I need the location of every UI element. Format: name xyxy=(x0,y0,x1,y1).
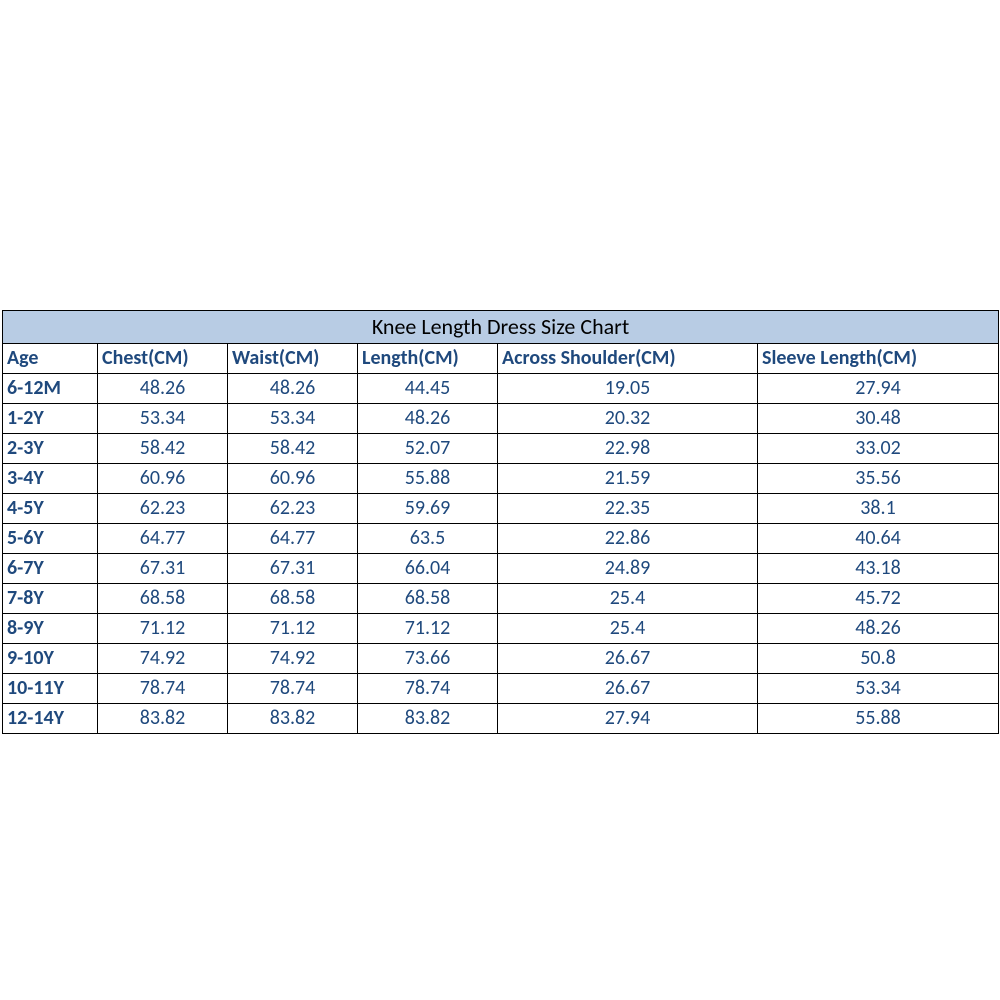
cell-value: 30.48 xyxy=(758,403,999,433)
cell-value: 27.94 xyxy=(498,703,758,733)
table-body: 6-12M48.2648.2644.4519.0527.941-2Y53.345… xyxy=(3,373,999,733)
cell-value: 53.34 xyxy=(758,673,999,703)
cell-value: 43.18 xyxy=(758,553,999,583)
cell-value: 33.02 xyxy=(758,433,999,463)
cell-value: 64.77 xyxy=(98,523,228,553)
table-row: 4-5Y62.2362.2359.6922.3538.1 xyxy=(3,493,999,523)
cell-value: 53.34 xyxy=(98,403,228,433)
cell-age: 5-6Y xyxy=(3,523,98,553)
cell-value: 68.58 xyxy=(228,583,358,613)
cell-value: 83.82 xyxy=(358,703,498,733)
cell-value: 35.56 xyxy=(758,463,999,493)
cell-value: 60.96 xyxy=(98,463,228,493)
cell-age: 8-9Y xyxy=(3,613,98,643)
cell-age: 3-4Y xyxy=(3,463,98,493)
table-row: 10-11Y78.7478.7478.7426.6753.34 xyxy=(3,673,999,703)
cell-age: 7-8Y xyxy=(3,583,98,613)
table-row: 6-7Y67.3167.3166.0424.8943.18 xyxy=(3,553,999,583)
cell-value: 26.67 xyxy=(498,673,758,703)
cell-value: 22.98 xyxy=(498,433,758,463)
cell-age: 6-7Y xyxy=(3,553,98,583)
table-header-row: Age Chest(CM) Waist(CM) Length(CM) Acros… xyxy=(3,343,999,373)
table-row: 7-8Y68.5868.5868.5825.445.72 xyxy=(3,583,999,613)
cell-age: 2-3Y xyxy=(3,433,98,463)
cell-value: 27.94 xyxy=(758,373,999,403)
cell-value: 44.45 xyxy=(358,373,498,403)
col-length: Length(CM) xyxy=(358,343,498,373)
cell-value: 74.92 xyxy=(98,643,228,673)
table-row: 1-2Y53.3453.3448.2620.3230.48 xyxy=(3,403,999,433)
cell-value: 55.88 xyxy=(358,463,498,493)
cell-value: 58.42 xyxy=(98,433,228,463)
cell-value: 45.72 xyxy=(758,583,999,613)
cell-value: 78.74 xyxy=(358,673,498,703)
cell-value: 48.26 xyxy=(358,403,498,433)
cell-value: 78.74 xyxy=(228,673,358,703)
cell-value: 21.59 xyxy=(498,463,758,493)
cell-age: 12-14Y xyxy=(3,703,98,733)
cell-value: 68.58 xyxy=(98,583,228,613)
cell-value: 67.31 xyxy=(98,553,228,583)
col-age: Age xyxy=(3,343,98,373)
cell-value: 25.4 xyxy=(498,613,758,643)
col-waist: Waist(CM) xyxy=(228,343,358,373)
cell-value: 63.5 xyxy=(358,523,498,553)
cell-value: 38.1 xyxy=(758,493,999,523)
cell-value: 73.66 xyxy=(358,643,498,673)
table-row: 6-12M48.2648.2644.4519.0527.94 xyxy=(3,373,999,403)
cell-value: 71.12 xyxy=(228,613,358,643)
cell-value: 64.77 xyxy=(228,523,358,553)
cell-value: 19.05 xyxy=(498,373,758,403)
cell-value: 71.12 xyxy=(98,613,228,643)
table-row: 2-3Y58.4258.4252.0722.9833.02 xyxy=(3,433,999,463)
table-row: 3-4Y60.9660.9655.8821.5935.56 xyxy=(3,463,999,493)
cell-value: 24.89 xyxy=(498,553,758,583)
cell-value: 83.82 xyxy=(228,703,358,733)
cell-value: 55.88 xyxy=(758,703,999,733)
size-chart-table: Knee Length Dress Size Chart Age Chest(C… xyxy=(2,310,998,734)
cell-value: 67.31 xyxy=(228,553,358,583)
cell-value: 40.64 xyxy=(758,523,999,553)
cell-value: 62.23 xyxy=(98,493,228,523)
cell-age: 1-2Y xyxy=(3,403,98,433)
size-chart: Knee Length Dress Size Chart Age Chest(C… xyxy=(2,310,999,734)
cell-value: 59.69 xyxy=(358,493,498,523)
cell-age: 10-11Y xyxy=(3,673,98,703)
cell-value: 68.58 xyxy=(358,583,498,613)
cell-value: 48.26 xyxy=(98,373,228,403)
cell-value: 52.07 xyxy=(358,433,498,463)
cell-age: 4-5Y xyxy=(3,493,98,523)
table-row: 5-6Y64.7764.7763.522.8640.64 xyxy=(3,523,999,553)
cell-value: 22.86 xyxy=(498,523,758,553)
cell-value: 78.74 xyxy=(98,673,228,703)
table-row: 9-10Y74.9274.9273.6626.6750.8 xyxy=(3,643,999,673)
cell-value: 50.8 xyxy=(758,643,999,673)
table-row: 8-9Y71.1271.1271.1225.448.26 xyxy=(3,613,999,643)
cell-value: 48.26 xyxy=(758,613,999,643)
col-sleeve: Sleeve Length(CM) xyxy=(758,343,999,373)
cell-value: 60.96 xyxy=(228,463,358,493)
cell-value: 66.04 xyxy=(358,553,498,583)
col-shoulder: Across Shoulder(CM) xyxy=(498,343,758,373)
col-chest: Chest(CM) xyxy=(98,343,228,373)
table-row: 12-14Y83.8283.8283.8227.9455.88 xyxy=(3,703,999,733)
cell-value: 58.42 xyxy=(228,433,358,463)
cell-age: 9-10Y xyxy=(3,643,98,673)
cell-value: 62.23 xyxy=(228,493,358,523)
cell-value: 22.35 xyxy=(498,493,758,523)
cell-value: 25.4 xyxy=(498,583,758,613)
cell-value: 53.34 xyxy=(228,403,358,433)
cell-value: 48.26 xyxy=(228,373,358,403)
cell-value: 83.82 xyxy=(98,703,228,733)
cell-value: 74.92 xyxy=(228,643,358,673)
table-title: Knee Length Dress Size Chart xyxy=(3,311,999,344)
cell-age: 6-12M xyxy=(3,373,98,403)
table-title-row: Knee Length Dress Size Chart xyxy=(3,311,999,344)
cell-value: 26.67 xyxy=(498,643,758,673)
cell-value: 20.32 xyxy=(498,403,758,433)
cell-value: 71.12 xyxy=(358,613,498,643)
